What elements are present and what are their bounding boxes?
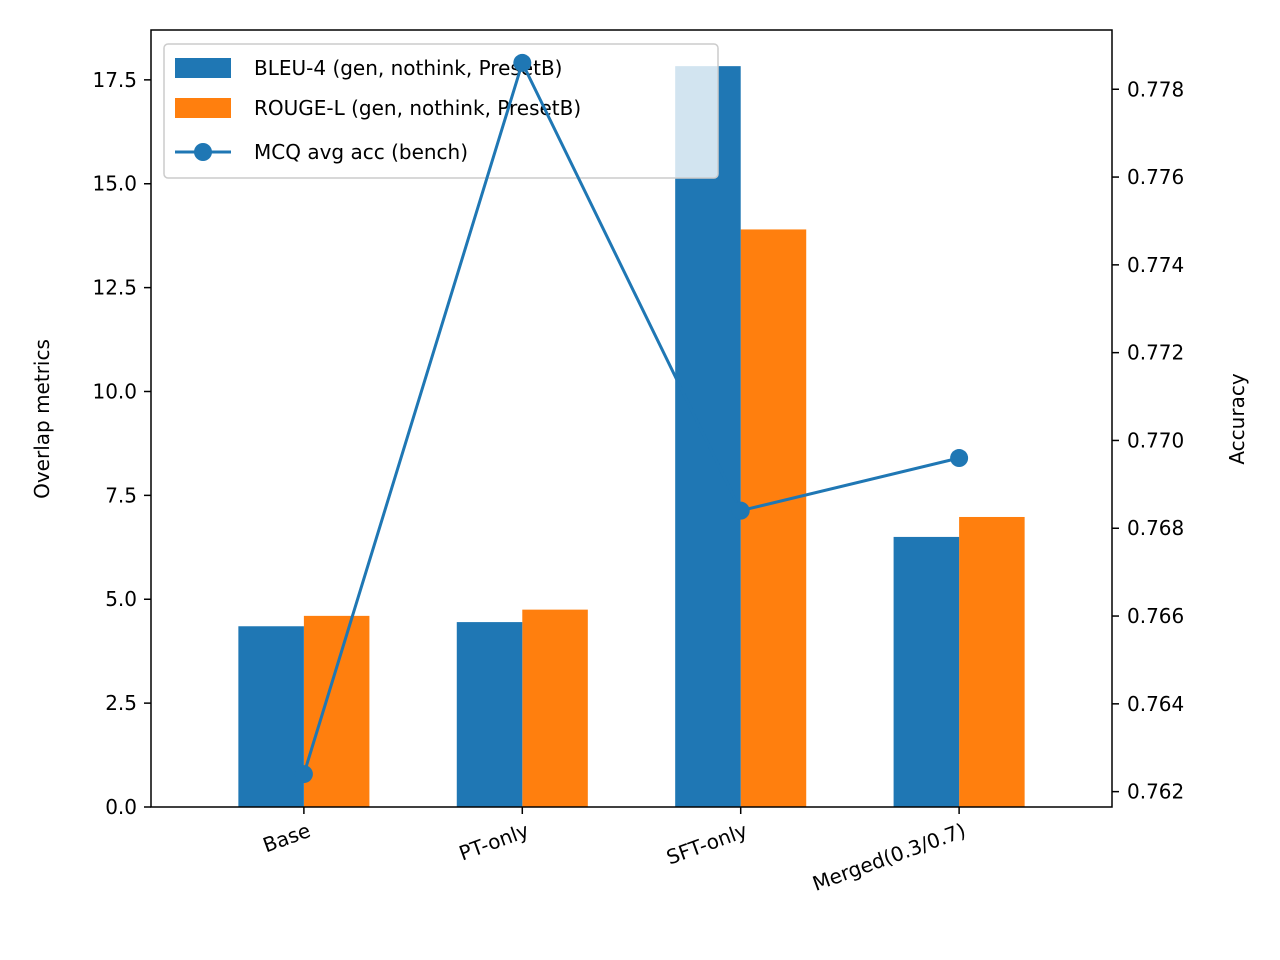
- mcq-point-sft-only: [731, 501, 750, 520]
- legend-swatch-rouge: [175, 98, 231, 118]
- bar-rouge-base: [303, 615, 370, 807]
- bar-bleu-merged: [893, 536, 960, 807]
- left-tick-label: 17.5: [92, 68, 137, 92]
- right-tick-label: 0.776: [1127, 165, 1184, 189]
- right-tick: 0.774: [1112, 253, 1184, 277]
- legend-label-rouge: ROUGE-L (gen, nothink, PresetB): [254, 96, 581, 120]
- right-tick-label: 0.766: [1127, 604, 1184, 628]
- y-axis-label-right: Accuracy: [1225, 373, 1249, 464]
- bar-rouge-merged: [959, 516, 1025, 807]
- left-tick-label: 0.0: [105, 795, 137, 819]
- right-tick-label: 0.772: [1127, 341, 1184, 365]
- mcq-point-base: [294, 765, 313, 784]
- right-tick: 0.768: [1112, 516, 1184, 540]
- left-tick: 10.0: [92, 379, 151, 403]
- right-tick-label: 0.764: [1127, 692, 1184, 716]
- left-tick-label: 10.0: [92, 379, 137, 403]
- left-y-axis: 0.0 2.5 5.0 7.5 10.0 12.5 15.0 17.5: [92, 68, 151, 819]
- left-tick: 12.5: [92, 276, 151, 300]
- left-tick-label: 7.5: [105, 483, 137, 507]
- right-tick: 0.770: [1112, 428, 1184, 452]
- left-tick: 0.0: [105, 795, 151, 819]
- left-tick: 7.5: [105, 483, 151, 507]
- legend-swatch-bleu: [175, 58, 231, 78]
- bar-bleu-sft-only: [675, 66, 741, 808]
- right-tick: 0.764: [1112, 692, 1184, 716]
- right-tick: 0.762: [1112, 780, 1184, 804]
- legend: BLEU-4 (gen, nothink, PresetB) ROUGE-L (…: [163, 43, 719, 179]
- bar-bleu-pt-only: [456, 622, 523, 807]
- left-tick: 5.0: [105, 587, 151, 611]
- mcq-point-pt-only: [513, 53, 532, 72]
- left-tick-label: 15.0: [92, 172, 137, 196]
- mcq-accuracy-line: [302, 58, 960, 775]
- mcq-point-merged: [950, 449, 969, 468]
- legend-box: [163, 43, 719, 179]
- left-tick: 2.5: [105, 691, 151, 715]
- right-tick: 0.766: [1112, 604, 1184, 628]
- left-tick: 17.5: [92, 68, 151, 92]
- legend-swatch-mcq-marker: [194, 143, 212, 161]
- bar-rouge-pt-only: [522, 609, 588, 807]
- right-tick-label: 0.770: [1127, 428, 1184, 452]
- right-tick-label: 0.768: [1127, 516, 1184, 540]
- right-y-axis: 0.762 0.764 0.766 0.768 0.770 0.772 0.77…: [1112, 77, 1184, 804]
- bar-bleu-base: [238, 626, 304, 807]
- legend-label-mcq: MCQ avg acc (bench): [254, 140, 468, 164]
- right-tick: 0.772: [1112, 341, 1184, 365]
- legend-label-bleu: BLEU-4 (gen, nothink, PresetB): [254, 56, 562, 80]
- plot-frame: [150, 29, 1113, 808]
- left-tick-label: 12.5: [92, 276, 137, 300]
- right-tick: 0.778: [1112, 77, 1184, 101]
- right-tick-label: 0.774: [1127, 253, 1184, 277]
- left-tick: 15.0: [92, 172, 151, 196]
- right-tick: 0.776: [1112, 165, 1184, 189]
- left-tick-label: 5.0: [105, 587, 137, 611]
- right-tick-label: 0.762: [1127, 780, 1184, 804]
- left-tick-label: 2.5: [105, 691, 137, 715]
- bar-rouge-sft-only: [740, 229, 807, 807]
- right-tick-label: 0.778: [1127, 77, 1184, 101]
- y-axis-label-left: Overlap metrics: [30, 339, 54, 499]
